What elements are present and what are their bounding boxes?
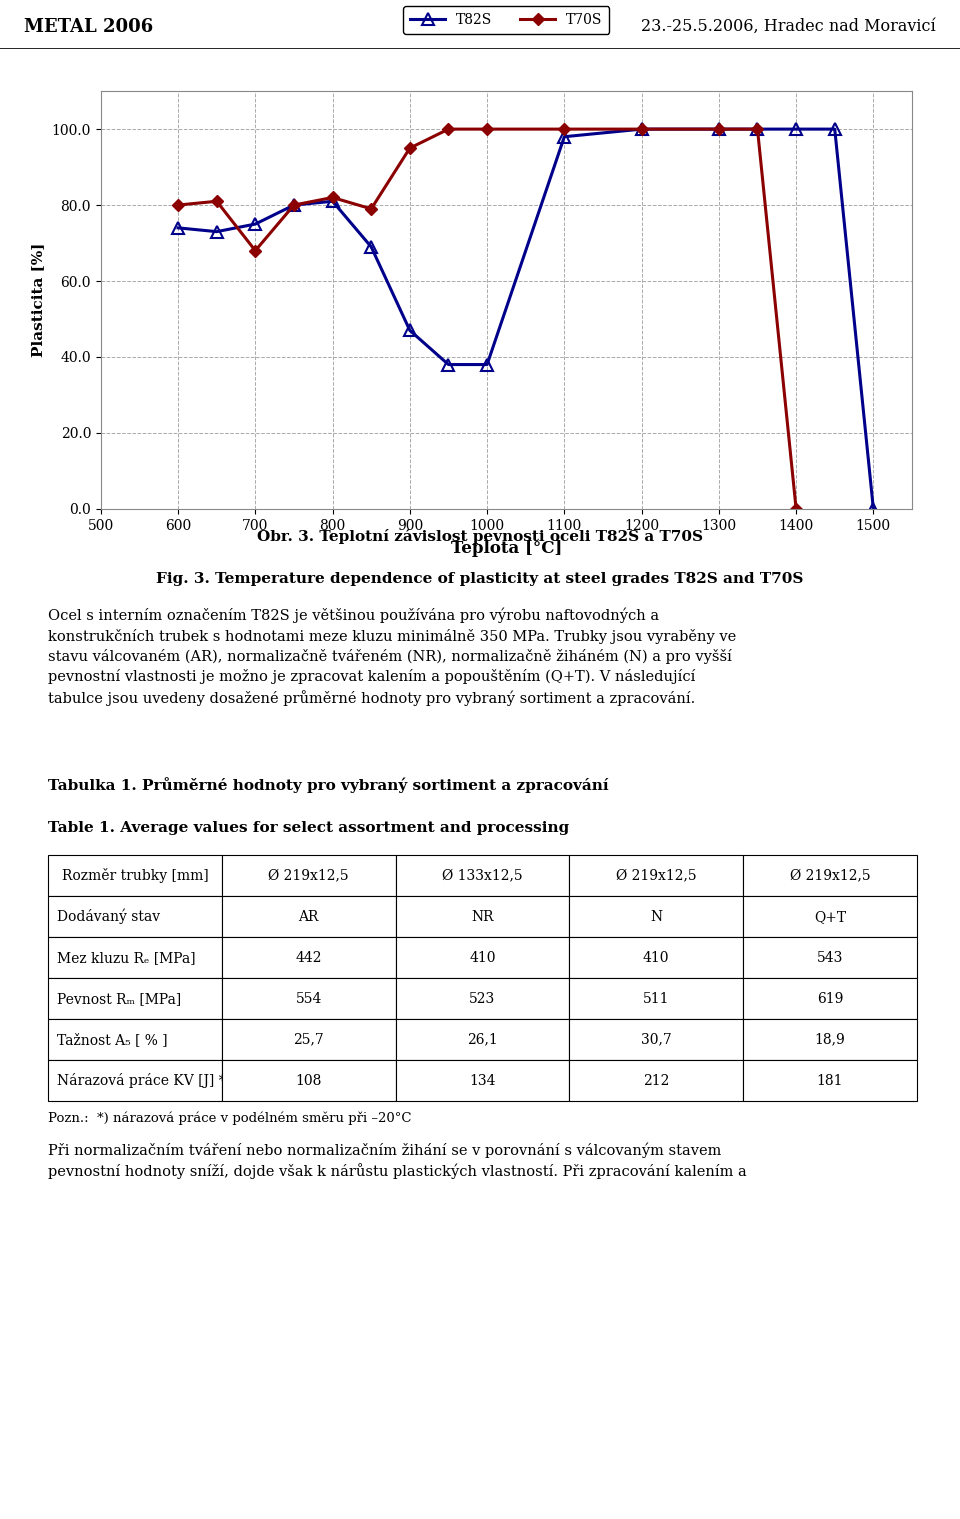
T70S bbox=[481, 120, 492, 138]
T82S bbox=[250, 214, 261, 232]
Text: Obr. 3. Teplotní závislost pevnosti oceli T82S a T70S: Obr. 3. Teplotní závislost pevnosti ocel… bbox=[257, 529, 703, 544]
Legend: T82S, T70S: T82S, T70S bbox=[403, 6, 610, 33]
T70S bbox=[443, 120, 454, 138]
Line: T82S: T82S bbox=[173, 123, 879, 515]
T82S bbox=[752, 120, 763, 138]
X-axis label: Teplota [°C]: Teplota [°C] bbox=[450, 539, 563, 556]
T82S bbox=[172, 219, 183, 237]
T70S bbox=[713, 120, 725, 138]
Text: 23.-25.5.2006, Hradec nad Moravicí: 23.-25.5.2006, Hradec nad Moravicí bbox=[641, 18, 936, 35]
T70S bbox=[172, 196, 183, 214]
T82S bbox=[636, 120, 647, 138]
T70S bbox=[636, 120, 647, 138]
T82S bbox=[559, 128, 570, 146]
Text: METAL 2006: METAL 2006 bbox=[24, 18, 154, 36]
Text: Ocel s interním označením T82S je většinou používána pro výrobu naftovodných a
k: Ocel s interním označením T82S je většin… bbox=[48, 608, 736, 706]
Y-axis label: Plasticita [%]: Plasticita [%] bbox=[31, 243, 45, 357]
Text: Fig. 3. Temperature dependence of plasticity at steel grades T82S and T70S: Fig. 3. Temperature dependence of plasti… bbox=[156, 571, 804, 586]
T82S bbox=[713, 120, 725, 138]
T70S bbox=[366, 201, 377, 219]
Text: Pozn.:  *) nárazová práce v podélném směru při –20°C: Pozn.: *) nárazová práce v podélném směr… bbox=[48, 1112, 412, 1124]
T82S bbox=[211, 223, 223, 242]
T70S bbox=[559, 120, 570, 138]
T82S bbox=[288, 196, 300, 214]
T70S bbox=[211, 191, 223, 210]
T82S bbox=[829, 120, 841, 138]
T70S bbox=[288, 196, 300, 214]
T70S bbox=[404, 140, 416, 158]
T82S bbox=[404, 322, 416, 340]
T70S bbox=[250, 242, 261, 260]
T82S bbox=[790, 120, 802, 138]
Text: Table 1. Average values for select assortment and processing: Table 1. Average values for select assor… bbox=[48, 820, 569, 835]
Text: Tabulka 1. Průměrné hodnoty pro vybraný sortiment a zpracování: Tabulka 1. Průměrné hodnoty pro vybraný … bbox=[48, 778, 609, 793]
Text: Při normalizačním tváření nebo normalizačním žihání se v porovnání s válcovan: Při normalizačním tváření nebo normaliz… bbox=[48, 1142, 747, 1179]
T82S bbox=[481, 355, 492, 374]
T70S bbox=[790, 500, 802, 518]
T82S bbox=[443, 355, 454, 374]
T70S bbox=[752, 120, 763, 138]
T82S bbox=[326, 191, 338, 210]
T82S bbox=[868, 500, 879, 518]
T82S bbox=[366, 237, 377, 255]
Line: T70S: T70S bbox=[174, 125, 801, 513]
T70S bbox=[326, 188, 338, 207]
